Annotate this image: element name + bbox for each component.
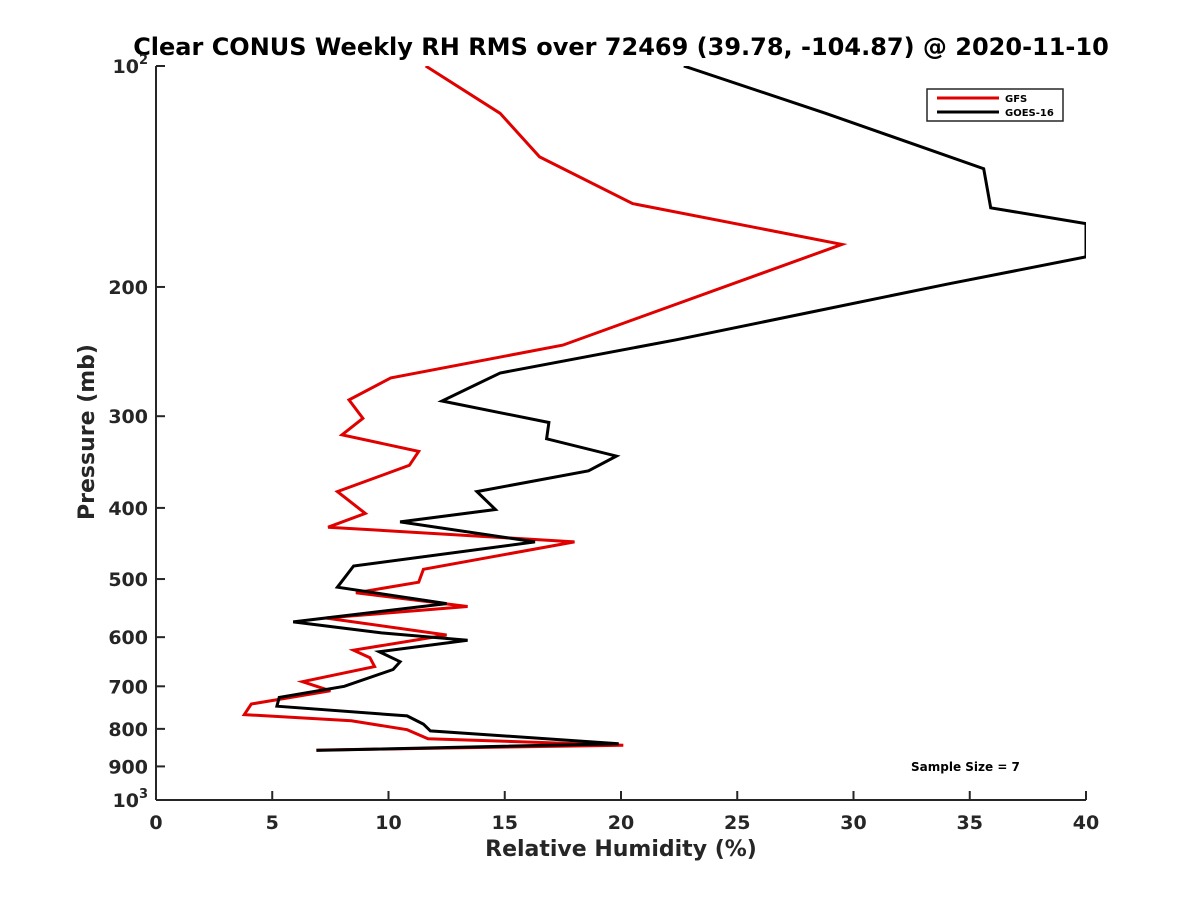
y-tick-label: 400 <box>108 498 148 520</box>
y-axis-label: Pressure (mb) <box>75 344 100 520</box>
x-tick-label: 5 <box>266 812 279 834</box>
legend-label: GFS <box>1005 94 1027 105</box>
y-tick-label: 300 <box>108 406 148 428</box>
x-tick-label: 0 <box>149 812 162 834</box>
y-tick-label: 103 <box>113 787 149 812</box>
legend: GFS GOES-16 <box>926 88 1064 122</box>
annotations: Sample Size = 7 <box>911 760 1020 774</box>
chart-title: Clear CONUS Weekly RH RMS over 72469 (39… <box>133 33 1109 61</box>
y-tick-label: 700 <box>108 676 148 698</box>
annotation-text: Sample Size = 7 <box>911 760 1020 774</box>
y-tick-label: 600 <box>108 627 148 649</box>
legend-label: GOES-16 <box>1005 108 1054 119</box>
y-tick-label: 500 <box>108 569 148 591</box>
legend-box <box>926 88 1064 122</box>
series-layer <box>241 66 1086 752</box>
x-axis-label: Relative Humidity (%) <box>485 837 757 862</box>
x-tick-label: 15 <box>492 812 518 834</box>
series-line-goes-16 <box>274 66 1086 752</box>
y-tick-label: 800 <box>108 719 148 741</box>
x-tick-label: 40 <box>1073 812 1099 834</box>
x-tick-label: 10 <box>375 812 401 834</box>
x-tick-label: 30 <box>840 812 866 834</box>
series-line-gfs <box>241 66 848 752</box>
y-tick-label: 102 <box>113 53 149 78</box>
x-tick-label: 20 <box>608 812 634 834</box>
y-tick-label: 200 <box>108 277 148 299</box>
axes-layer: 0 5 10 15 20 25 30 35 40 102 200 300 400 500 600 700 800… <box>108 53 1099 834</box>
y-tick-label: 900 <box>108 756 148 778</box>
x-tick-label: 25 <box>724 812 750 834</box>
x-tick-label: 35 <box>957 812 983 834</box>
